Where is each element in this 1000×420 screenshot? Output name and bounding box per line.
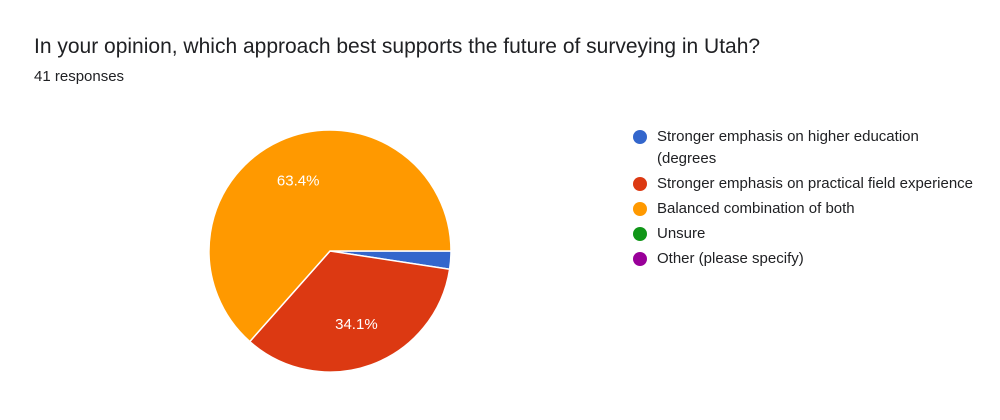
legend-item-balanced[interactable]: Balanced combination of both <box>633 198 973 220</box>
slice-label-balanced: 63.4% <box>277 172 320 189</box>
chart-legend: Stronger emphasis on higher education (d… <box>633 126 973 273</box>
slice-label-field-experience: 34.1% <box>335 316 378 333</box>
legend-label: Unsure <box>657 225 706 242</box>
legend-item-field-experience[interactable]: Stronger emphasis on practical field exp… <box>633 173 973 195</box>
pie-slice-balanced[interactable] <box>208 129 452 343</box>
legend-label: Balanced combination of both <box>657 200 855 217</box>
legend-swatch-red <box>633 177 647 191</box>
legend-swatch-green <box>633 227 647 241</box>
legend-swatch-orange <box>633 202 647 216</box>
pie-slice-field-experience[interactable] <box>248 250 451 373</box>
legend-item-other[interactable]: Other (please specify) <box>633 248 973 270</box>
legend-swatch-purple <box>633 252 647 266</box>
question-title: In your opinion, which approach best sup… <box>34 35 761 58</box>
legend-label: Other (please specify) <box>657 250 804 267</box>
legend-label: Stronger emphasis on practical field exp… <box>657 175 974 192</box>
legend-swatch-blue <box>633 130 647 144</box>
legend-item-unsure[interactable]: Unsure <box>633 223 973 245</box>
response-count: 41 responses <box>34 68 125 85</box>
legend-label: Stronger emphasis on higher education (d… <box>657 128 919 167</box>
legend-item-higher-education[interactable]: Stronger emphasis on higher education (d… <box>633 126 973 170</box>
